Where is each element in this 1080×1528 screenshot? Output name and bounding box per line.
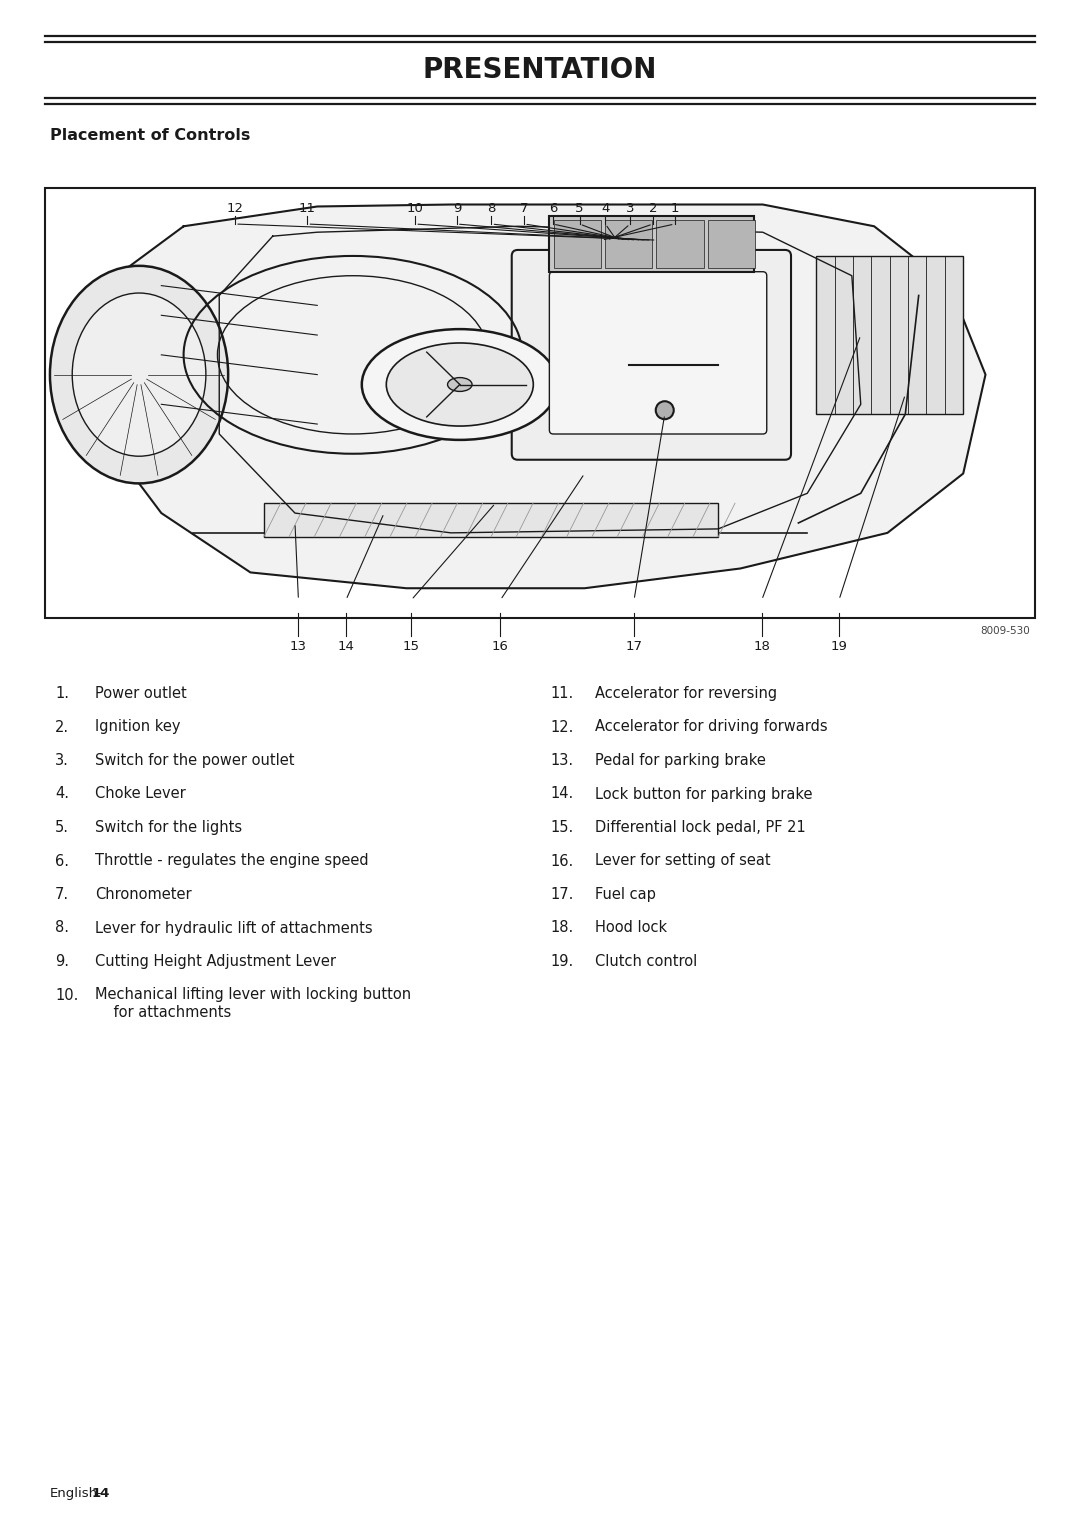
Text: 2.: 2. <box>55 720 69 735</box>
Text: Choke Lever: Choke Lever <box>95 787 186 802</box>
Text: 1.: 1. <box>55 686 69 701</box>
Ellipse shape <box>387 342 534 426</box>
Text: 19.: 19. <box>550 953 573 969</box>
Text: 1: 1 <box>671 202 679 215</box>
FancyBboxPatch shape <box>550 272 767 434</box>
Text: Clutch control: Clutch control <box>595 953 698 969</box>
Text: 7: 7 <box>519 202 528 215</box>
Ellipse shape <box>50 266 228 483</box>
Bar <box>605 220 652 267</box>
Text: 14: 14 <box>92 1487 110 1500</box>
Text: 9.: 9. <box>55 953 69 969</box>
Text: 8: 8 <box>487 202 496 215</box>
Text: 5: 5 <box>576 202 584 215</box>
Text: 9: 9 <box>453 202 461 215</box>
Text: 19: 19 <box>831 640 848 652</box>
Text: 15.: 15. <box>550 821 573 834</box>
Text: 13.: 13. <box>550 753 573 769</box>
Text: 6.: 6. <box>55 854 69 868</box>
Text: Power outlet: Power outlet <box>95 686 187 701</box>
Ellipse shape <box>447 377 472 391</box>
Text: 6: 6 <box>549 202 557 215</box>
Text: Chronometer: Chronometer <box>95 886 191 902</box>
Text: 16.: 16. <box>550 854 573 868</box>
Text: 8.: 8. <box>55 920 69 935</box>
Text: Placement of Controls: Placement of Controls <box>50 128 251 144</box>
Text: Mechanical lifting lever with locking button
    for attachments: Mechanical lifting lever with locking bu… <box>95 987 411 1019</box>
Text: 16: 16 <box>492 640 509 652</box>
FancyBboxPatch shape <box>512 251 791 460</box>
Text: 11: 11 <box>299 202 315 215</box>
Bar <box>707 220 755 267</box>
Text: 7.: 7. <box>55 886 69 902</box>
Text: Accelerator for driving forwards: Accelerator for driving forwards <box>595 720 827 735</box>
Ellipse shape <box>72 293 206 457</box>
Text: 4.: 4. <box>55 787 69 802</box>
Text: Fuel cap: Fuel cap <box>595 886 656 902</box>
Text: 5.: 5. <box>55 821 69 834</box>
Text: 18.: 18. <box>550 920 573 935</box>
Text: 2: 2 <box>649 202 657 215</box>
Bar <box>45 188 1035 617</box>
Text: 17.: 17. <box>550 886 573 902</box>
Text: 13: 13 <box>289 640 307 652</box>
Bar <box>554 220 602 267</box>
Bar <box>657 220 703 267</box>
Text: PRESENTATION: PRESENTATION <box>422 57 658 84</box>
Text: 15: 15 <box>403 640 420 652</box>
Text: 12: 12 <box>227 202 244 215</box>
Bar <box>264 503 718 536</box>
Text: English-: English- <box>50 1487 103 1500</box>
Text: Switch for the lights: Switch for the lights <box>95 821 242 834</box>
Text: 14: 14 <box>338 640 354 652</box>
Text: 18: 18 <box>754 640 770 652</box>
Bar <box>816 255 963 414</box>
Text: Hood lock: Hood lock <box>595 920 667 935</box>
Text: 11.: 11. <box>550 686 573 701</box>
Text: Pedal for parking brake: Pedal for parking brake <box>595 753 766 769</box>
Text: 4: 4 <box>602 202 609 215</box>
Text: Cutting Height Adjustment Lever: Cutting Height Adjustment Lever <box>95 953 336 969</box>
Text: 17: 17 <box>625 640 643 652</box>
Text: Switch for the power outlet: Switch for the power outlet <box>95 753 295 769</box>
Text: Differential lock pedal, PF 21: Differential lock pedal, PF 21 <box>595 821 806 834</box>
Text: Ignition key: Ignition key <box>95 720 180 735</box>
Text: Lock button for parking brake: Lock button for parking brake <box>595 787 812 802</box>
Text: 10: 10 <box>407 202 423 215</box>
Polygon shape <box>95 205 986 588</box>
Text: Accelerator for reversing: Accelerator for reversing <box>595 686 778 701</box>
Text: Throttle - regulates the engine speed: Throttle - regulates the engine speed <box>95 854 368 868</box>
Text: Lever for setting of seat: Lever for setting of seat <box>595 854 771 868</box>
Ellipse shape <box>656 402 674 419</box>
Bar <box>549 217 754 272</box>
Text: 8009-530: 8009-530 <box>981 626 1030 636</box>
Text: 14.: 14. <box>550 787 573 802</box>
Text: 3: 3 <box>625 202 634 215</box>
Ellipse shape <box>362 329 558 440</box>
Text: 10.: 10. <box>55 987 79 1002</box>
Text: 12.: 12. <box>550 720 573 735</box>
Text: 3.: 3. <box>55 753 69 769</box>
Text: Lever for hydraulic lift of attachments: Lever for hydraulic lift of attachments <box>95 920 373 935</box>
